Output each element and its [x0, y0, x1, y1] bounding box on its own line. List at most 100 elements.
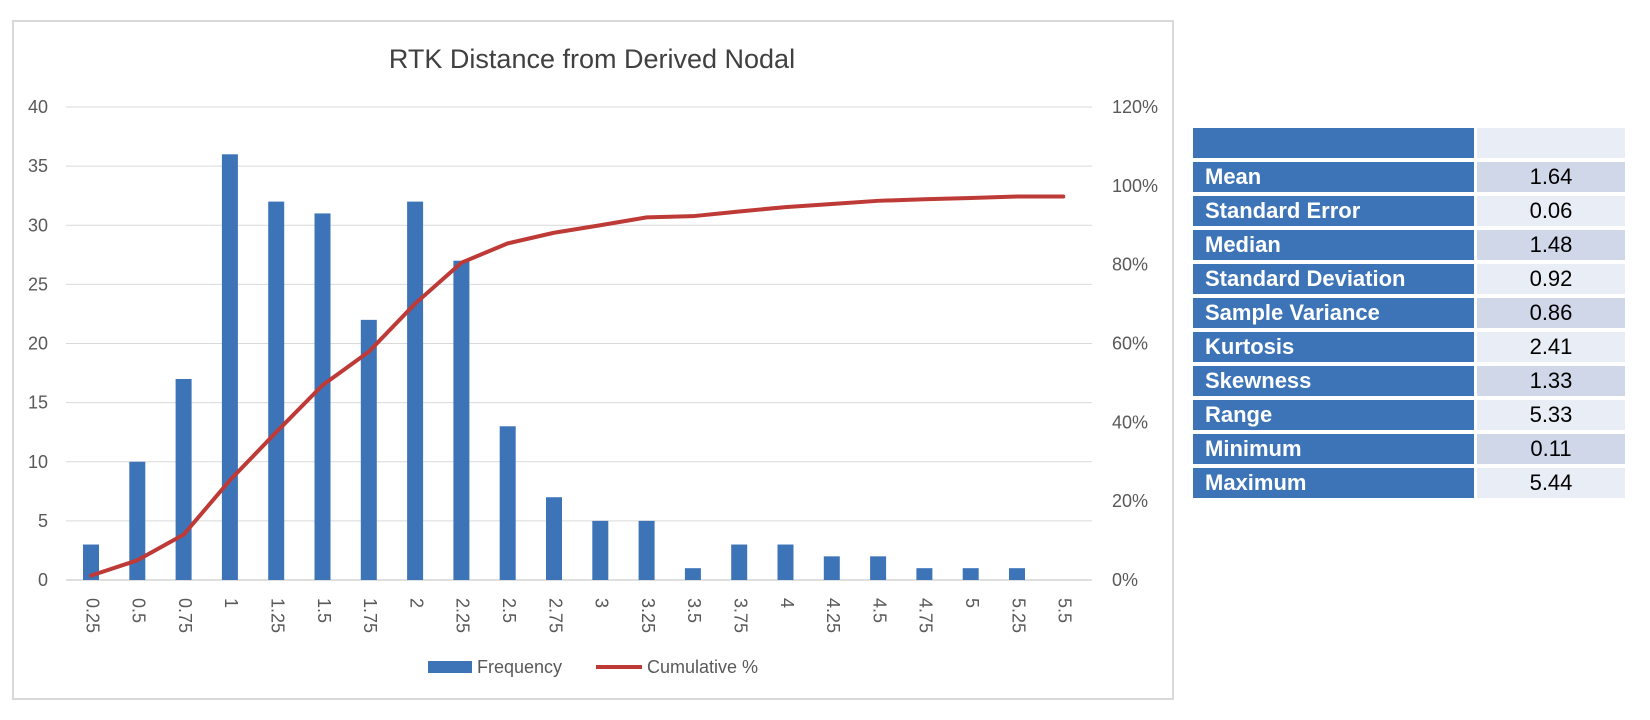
stat-label: Skewness: [1193, 366, 1477, 396]
frequency-bar: [499, 426, 516, 580]
stats-row: Minimum 0.11: [1193, 434, 1625, 464]
stat-label: Kurtosis: [1193, 332, 1477, 362]
y-left-tick-label: 15: [28, 393, 48, 413]
frequency-bar: [916, 568, 933, 580]
frequency-bar: [1009, 568, 1025, 580]
y-right-tick-label: 40%: [1112, 412, 1148, 432]
chart-panel: [12, 20, 1174, 700]
right-axis: 0% 20% 40% 60% 80% 100% 120%: [1112, 97, 1158, 590]
x-tick-label: 3.75: [730, 598, 750, 633]
y-right-tick-label: 0%: [1112, 570, 1138, 590]
frequency-bar: [870, 556, 887, 580]
y-left-tick-label: 0: [38, 570, 48, 590]
stat-value: 1.48: [1477, 230, 1625, 260]
stat-label: Standard Deviation: [1193, 264, 1477, 294]
stat-value: 5.33: [1477, 400, 1625, 430]
frequency-bar: [221, 154, 238, 581]
stat-value: 0.86: [1477, 298, 1625, 328]
x-tick-label: 0.25: [82, 598, 102, 633]
stat-label: Mean: [1193, 162, 1477, 192]
y-left-tick-label: 40: [28, 97, 48, 117]
y-left-tick-label: 20: [28, 334, 48, 354]
x-tick-label: 1.75: [360, 598, 380, 633]
stats-row: Median 1.48: [1193, 230, 1625, 260]
frequency-bar: [314, 213, 331, 581]
x-tick-label: 4.75: [916, 598, 936, 633]
stats-row: Maximum 5.44: [1193, 468, 1625, 498]
y-left-tick-label: 5: [38, 511, 48, 531]
left-axis: 0 5 10 15 20 25 30 35 40: [28, 97, 48, 590]
y-left-tick-label: 35: [28, 156, 48, 176]
x-tick-label: 2.75: [545, 598, 565, 633]
y-right-tick-label: 120%: [1112, 97, 1158, 117]
stat-value: 1.33: [1477, 366, 1625, 396]
stat-value: 0.06: [1477, 196, 1625, 226]
x-tick-label: 4.25: [823, 598, 843, 633]
legend-frequency-label: Frequency: [477, 657, 562, 677]
x-tick-label: 1.25: [267, 598, 287, 633]
frequency-bar: [823, 556, 840, 580]
frequency-bar: [962, 568, 979, 580]
stats-row: Kurtosis 2.41: [1193, 332, 1625, 362]
y-right-tick-label: 100%: [1112, 176, 1158, 196]
stats-header-value: [1477, 128, 1625, 158]
descriptive-statistics-table: Mean 1.64 Standard Error 0.06 Median 1.48 Stan…: [1193, 124, 1625, 502]
stat-label: Minimum: [1193, 434, 1477, 464]
frequency-bar: [684, 568, 701, 580]
x-tick-label: 0.75: [175, 598, 195, 633]
y-left-tick-label: 25: [28, 274, 48, 294]
stat-label: Maximum: [1193, 468, 1477, 498]
stats-header-label: [1193, 128, 1477, 158]
frequency-bar: [175, 378, 192, 580]
frequency-bar: [268, 201, 285, 580]
frequency-bar: [638, 520, 655, 580]
x-tick-label: 5.25: [1008, 598, 1028, 633]
frequency-bar: [453, 260, 470, 580]
x-tick-label: 4: [777, 598, 797, 608]
x-tick-label: 5: [962, 598, 982, 608]
y-left-tick-label: 30: [28, 215, 48, 235]
stat-label: Sample Variance: [1193, 298, 1477, 328]
stat-value: 0.11: [1477, 434, 1625, 464]
gridlines: [66, 106, 1092, 581]
x-tick-label: 3.5: [684, 598, 704, 623]
frequency-bar: [83, 544, 99, 580]
cumulative-line-path: [89, 194, 1066, 578]
legend-cumulative-label: Cumulative %: [647, 657, 758, 677]
frequency-bar: [592, 520, 609, 580]
stats-row: Range 5.33: [1193, 400, 1625, 430]
legend: Frequency Cumulative %: [428, 657, 758, 677]
stats-row: Skewness 1.33: [1193, 366, 1625, 396]
stats-row: Standard Deviation 0.92: [1193, 264, 1625, 294]
x-tick-label: 1.5: [314, 598, 334, 623]
stat-label: Median: [1193, 230, 1477, 260]
frequency-bar: [546, 497, 562, 580]
x-tick-label: 3.25: [638, 598, 658, 633]
cumulative-line: [89, 194, 1066, 578]
x-tick-label: 5.5: [1055, 598, 1075, 623]
stats-row: Mean 1.64: [1193, 162, 1625, 192]
frequency-bar: [731, 544, 748, 580]
x-tick-label: 3: [592, 598, 612, 608]
frequency-bar: [777, 544, 794, 580]
stat-value: 5.44: [1477, 468, 1625, 498]
x-tick-label: 4.5: [869, 598, 889, 623]
x-tick-label: 1: [221, 598, 241, 608]
x-tick-label: 2.5: [499, 598, 519, 623]
frequency-bar: [407, 201, 424, 580]
y-left-tick-label: 10: [28, 452, 48, 472]
y-right-tick-label: 60%: [1112, 334, 1148, 354]
stat-value: 2.41: [1477, 332, 1625, 362]
stat-label: Standard Error: [1193, 196, 1477, 226]
stat-value: 1.64: [1477, 162, 1625, 192]
y-right-tick-label: 80%: [1112, 255, 1148, 275]
legend-frequency-swatch: [428, 661, 472, 673]
stats-header-row: [1193, 128, 1625, 158]
stats-row: Standard Error 0.06: [1193, 196, 1625, 226]
frequency-bars: [83, 154, 1025, 581]
stats-row: Sample Variance 0.86: [1193, 298, 1625, 328]
y-right-tick-label: 20%: [1112, 491, 1148, 511]
frequency-bar: [129, 461, 146, 580]
stat-value: 0.92: [1477, 264, 1625, 294]
